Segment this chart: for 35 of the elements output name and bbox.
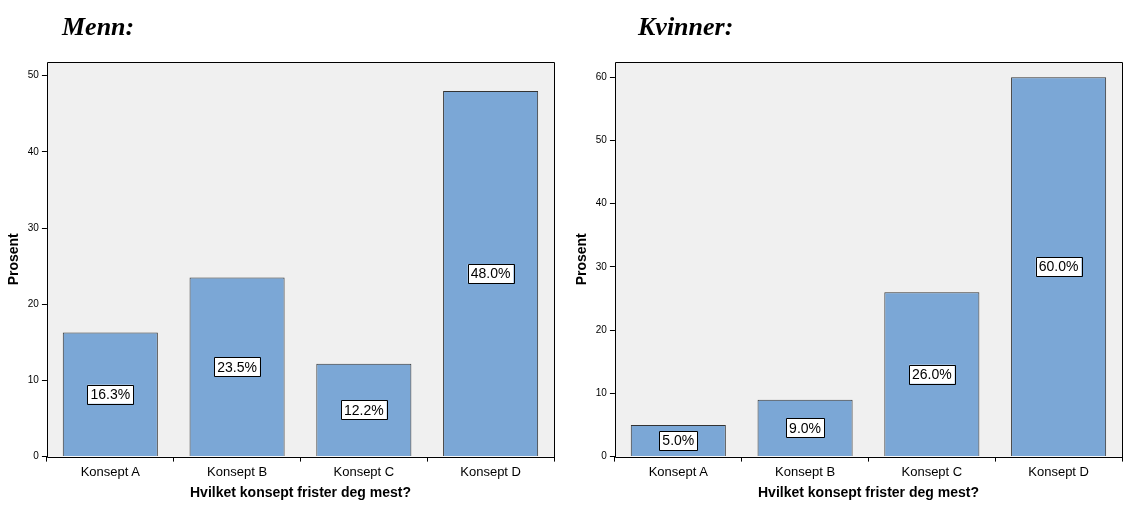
data-label: 16.3% bbox=[90, 386, 131, 403]
data-label: 12.2% bbox=[343, 401, 384, 418]
x-tick-label: Konsept D bbox=[1028, 463, 1089, 479]
y-tick-label: 10 bbox=[27, 374, 40, 386]
y-tick-label: 50 bbox=[595, 134, 608, 146]
y-tick-label: 40 bbox=[595, 197, 608, 209]
chart-title: Kvinner: bbox=[638, 12, 734, 42]
y-tick-label: 60 bbox=[595, 70, 608, 82]
y-tick-label: 20 bbox=[595, 323, 608, 335]
y-tick-label: 10 bbox=[595, 387, 608, 399]
y-tick-label: 40 bbox=[27, 145, 40, 157]
y-axis-title: Prosent bbox=[573, 232, 590, 286]
data-label: 26.0% bbox=[911, 366, 952, 382]
data-label: 5.0% bbox=[662, 432, 695, 449]
y-tick-label: 20 bbox=[27, 297, 40, 309]
x-tick-label: Konsept D bbox=[460, 463, 521, 479]
y-tick-label: 0 bbox=[33, 450, 40, 462]
x-axis-title: Hvilket konsept frister deg mest? bbox=[757, 484, 979, 501]
y-axis-title: Prosent bbox=[5, 232, 22, 286]
x-tick-label: Konsept A bbox=[648, 463, 709, 479]
x-tick-label: Konsept C bbox=[333, 463, 395, 479]
y-tick-label: 0 bbox=[601, 450, 608, 462]
data-label: 23.5% bbox=[217, 358, 257, 375]
chart-title: Menn: bbox=[62, 12, 135, 42]
y-tick-label: 50 bbox=[27, 69, 40, 81]
data-label: 9.0% bbox=[789, 419, 822, 436]
x-tick-label: Konsept B bbox=[207, 463, 268, 479]
x-tick-label: Konsept C bbox=[901, 463, 963, 479]
y-tick-label: 30 bbox=[595, 260, 608, 272]
data-label: 60.0% bbox=[1038, 258, 1079, 275]
x-tick-label: Konsept B bbox=[775, 463, 836, 479]
data-label: 48.0% bbox=[470, 265, 511, 282]
x-axis-title: Hvilket konsept frister deg mest? bbox=[189, 484, 411, 501]
x-tick-label: Konsept A bbox=[80, 463, 141, 479]
y-tick-label: 30 bbox=[27, 221, 40, 233]
